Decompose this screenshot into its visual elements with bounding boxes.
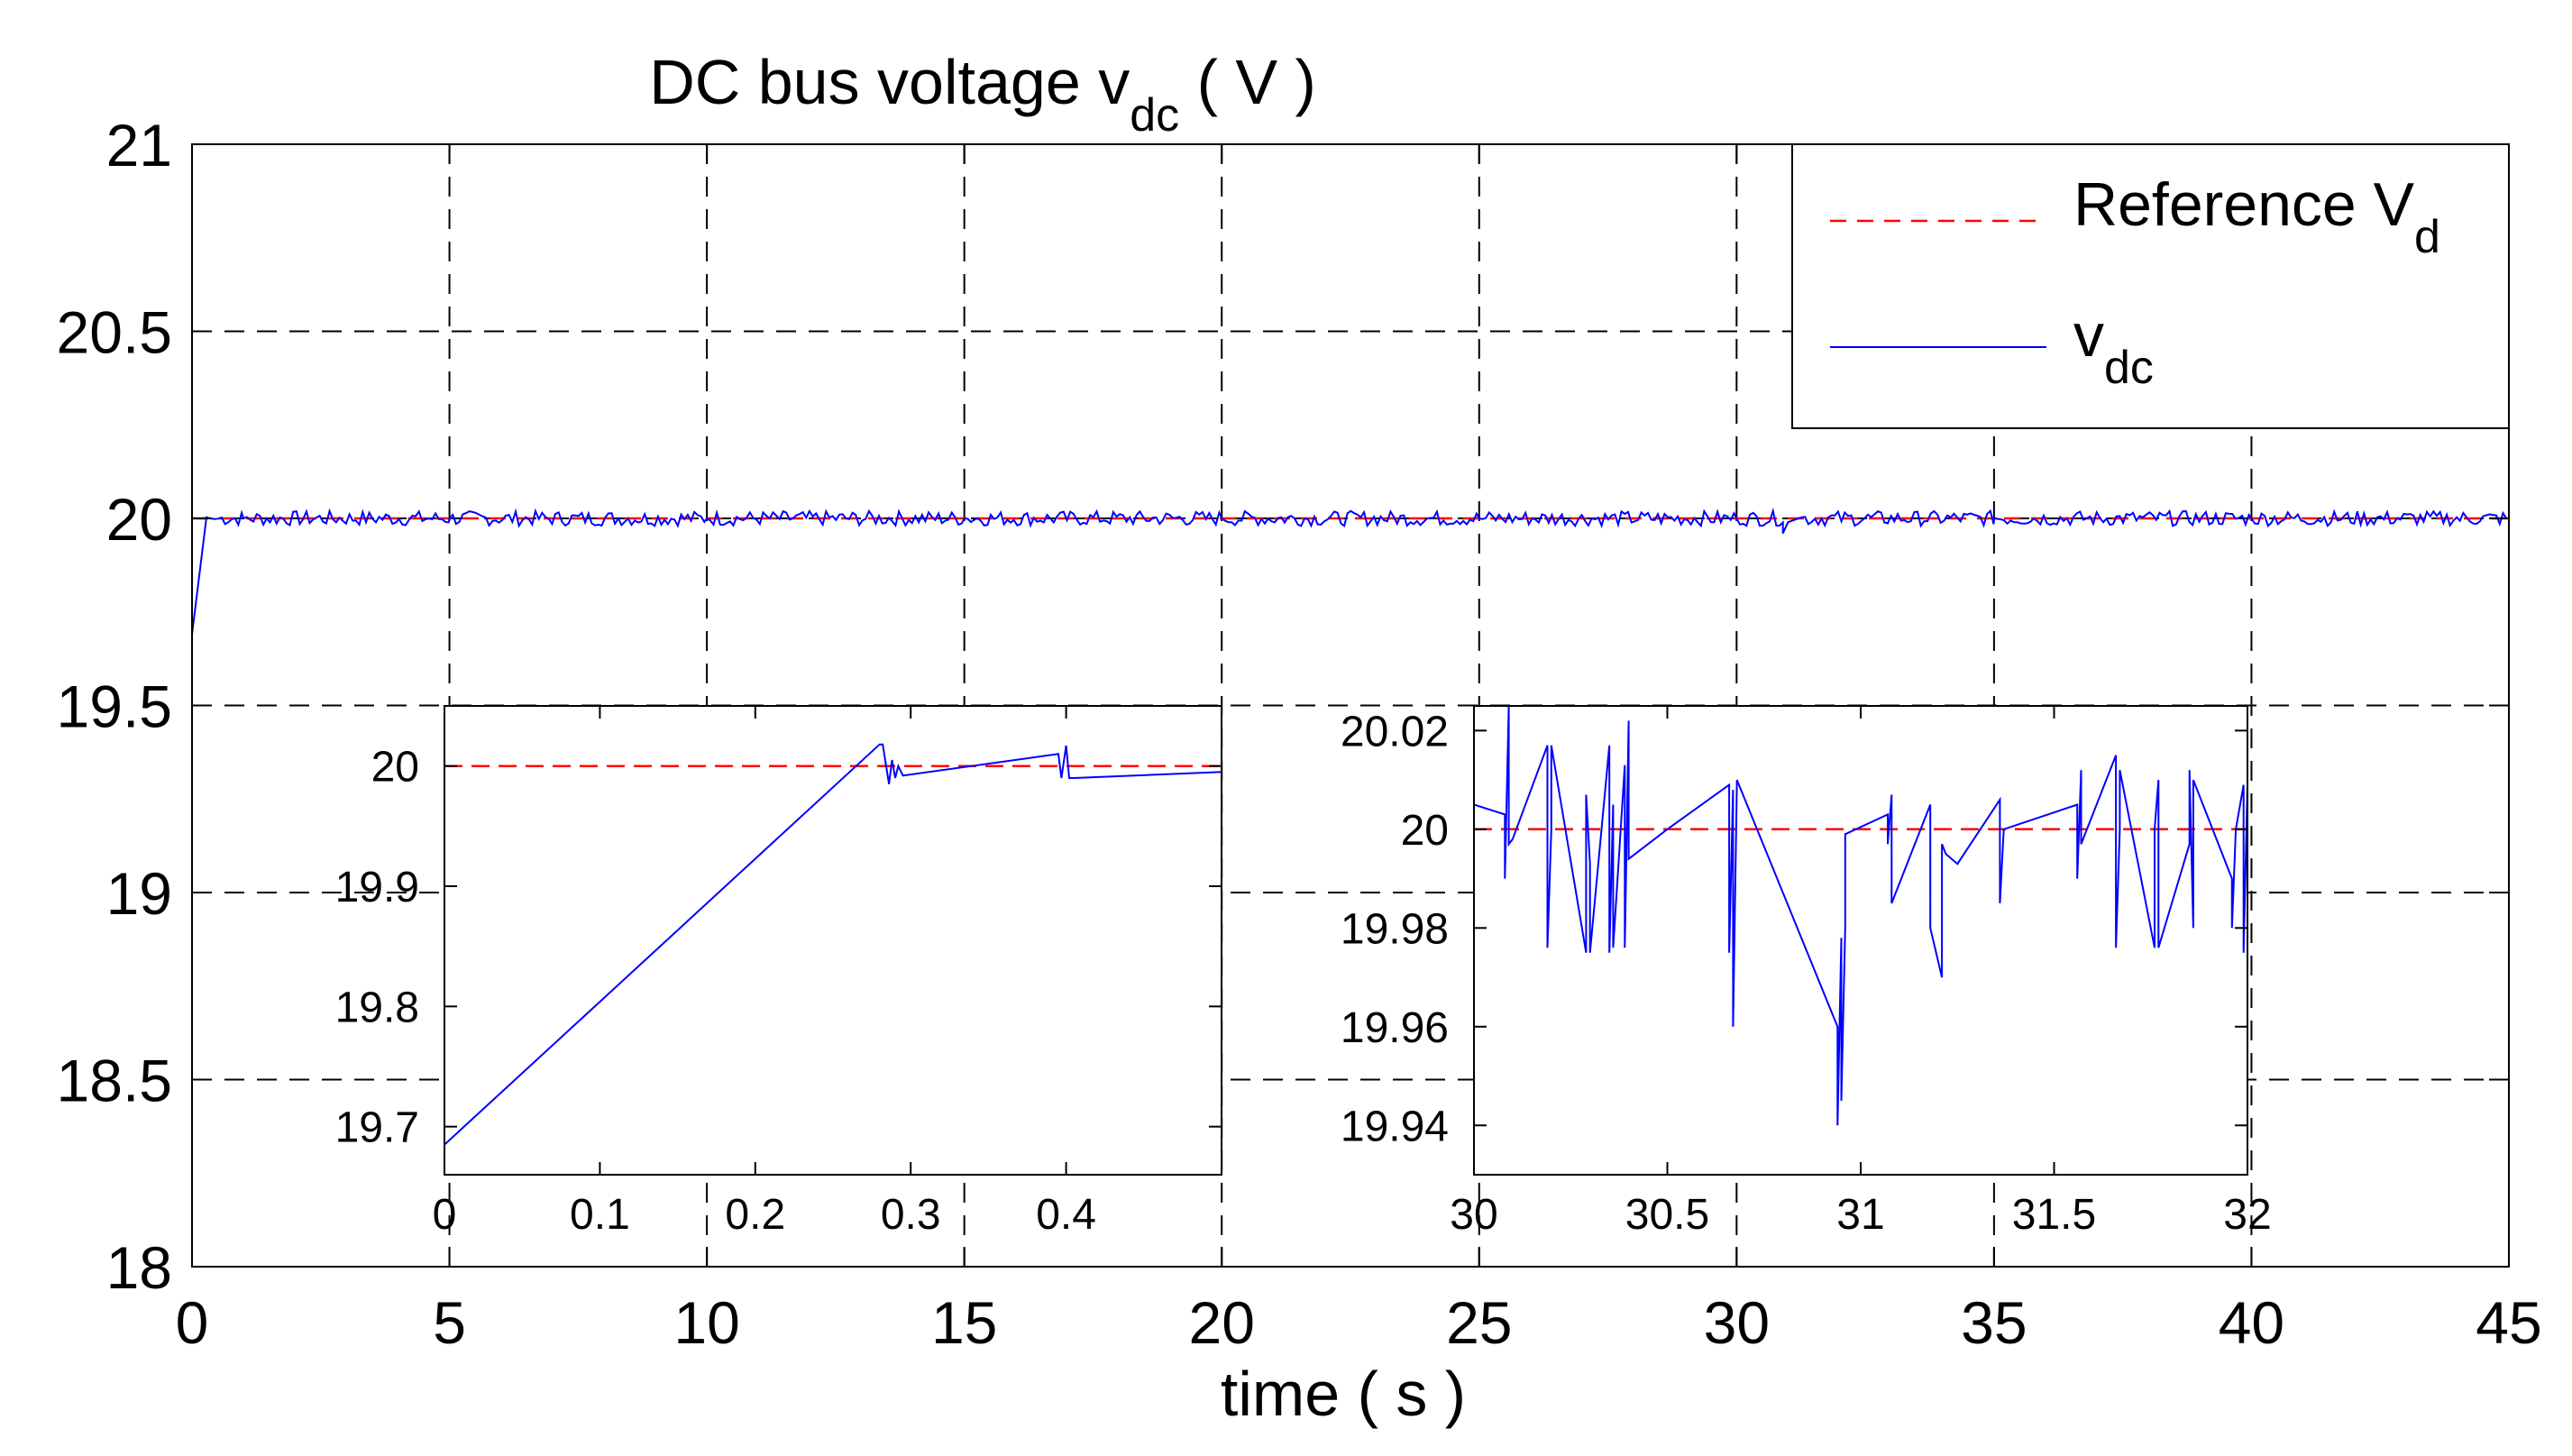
main-xtick-label: 45 bbox=[2476, 1289, 2541, 1356]
inset-left-xtick-label: 0.4 bbox=[1036, 1191, 1096, 1239]
main-ytick-label: 18 bbox=[106, 1234, 172, 1301]
inset-right-xtick-label: 31.5 bbox=[2012, 1191, 2096, 1239]
main-series-group bbox=[192, 507, 2509, 635]
chart-title-unit: ( V ) bbox=[1179, 47, 1316, 117]
legend-reference-label: Reference Vd bbox=[2073, 170, 2440, 263]
inset-right-plot: 30 30.5 31 31.5 32 19.94 19.96 19.98 20 20.02 bbox=[1341, 705, 2272, 1239]
inset-left-xtick-label: 0 bbox=[433, 1191, 457, 1239]
main-ytick-label: 19 bbox=[106, 860, 172, 927]
legend-reference-sub: d bbox=[2414, 211, 2440, 263]
inset-left-ytick-label: 19.7 bbox=[335, 1104, 419, 1152]
main-ytick-label: 20 bbox=[106, 486, 172, 553]
main-xtick-label: 25 bbox=[1446, 1289, 1512, 1356]
inset-right-ytick-label: 19.94 bbox=[1341, 1103, 1449, 1150]
inset-right-xtick-label: 30 bbox=[1450, 1191, 1497, 1239]
main-xtick-label: 15 bbox=[931, 1289, 997, 1356]
chart-title-main: DC bus voltage v bbox=[649, 47, 1130, 117]
inset-right-ytick-label: 19.96 bbox=[1341, 1004, 1449, 1052]
inset-left-ytick-label: 20 bbox=[371, 744, 419, 792]
legend-box bbox=[1791, 143, 2510, 429]
legend-vdc-main: v bbox=[2073, 301, 2104, 370]
chart-title-subscript: dc bbox=[1130, 89, 1179, 142]
main-xtick-label: 10 bbox=[673, 1289, 739, 1356]
main-xtick-label: 30 bbox=[1704, 1289, 1770, 1356]
chart-title: DC bus voltage vdc ( V ) bbox=[649, 47, 1316, 142]
inset-right-ytick-label: 20 bbox=[1401, 807, 1449, 855]
inset-right-xtick-label: 30.5 bbox=[1625, 1191, 1709, 1239]
main-xtick-label: 0 bbox=[176, 1289, 209, 1356]
inset-right-xtick-label: 32 bbox=[2223, 1191, 2271, 1239]
main-xtick-label: 20 bbox=[1189, 1289, 1255, 1356]
legend-vdc-sub: dc bbox=[2104, 342, 2154, 394]
inset-left-xtick-label: 0.1 bbox=[570, 1191, 630, 1239]
legend-reference-main: Reference V bbox=[2073, 170, 2415, 239]
inset-left-series-vdc bbox=[444, 743, 1222, 1146]
inset-left-series-group bbox=[444, 743, 1222, 1146]
main-xtick-label: 5 bbox=[433, 1289, 466, 1356]
inset-right-xtick-label: 31 bbox=[1836, 1191, 1884, 1239]
inset-right-ytick-label: 19.98 bbox=[1341, 905, 1449, 953]
legend: Reference Vd vdc bbox=[1791, 143, 2510, 429]
main-series-vdc bbox=[192, 507, 2509, 635]
main-ytick-label: 20.5 bbox=[57, 299, 172, 366]
x-axis-label: time ( s ) bbox=[1221, 1359, 1466, 1429]
inset-left-axes-frame bbox=[444, 705, 1222, 1176]
main-xtick-label: 35 bbox=[1961, 1289, 2027, 1356]
inset-right-series-vdc bbox=[1474, 706, 2247, 1126]
inset-left-xtick-label: 0.3 bbox=[881, 1191, 941, 1239]
legend-vdc-label: vdc bbox=[2073, 301, 2154, 394]
inset-left-xtick-label: 0.2 bbox=[725, 1191, 785, 1239]
inset-left-ytick-label: 19.8 bbox=[335, 984, 419, 1031]
inset-left-plot: 0 0.1 0.2 0.3 0.4 19.7 19.8 19.9 20 bbox=[335, 705, 1222, 1239]
inset-right-background bbox=[1474, 706, 2247, 1175]
main-xtick-label: 40 bbox=[2219, 1289, 2284, 1356]
main-ytick-label: 19.5 bbox=[57, 673, 172, 740]
inset-right-series-group bbox=[1474, 706, 2247, 1126]
main-ytick-label: 21 bbox=[106, 112, 172, 179]
inset-left-background bbox=[444, 706, 1222, 1175]
inset-right-ytick-label: 20.02 bbox=[1341, 708, 1449, 755]
main-ytick-label: 18.5 bbox=[57, 1048, 172, 1114]
inset-left-ytick-label: 19.9 bbox=[335, 864, 419, 911]
